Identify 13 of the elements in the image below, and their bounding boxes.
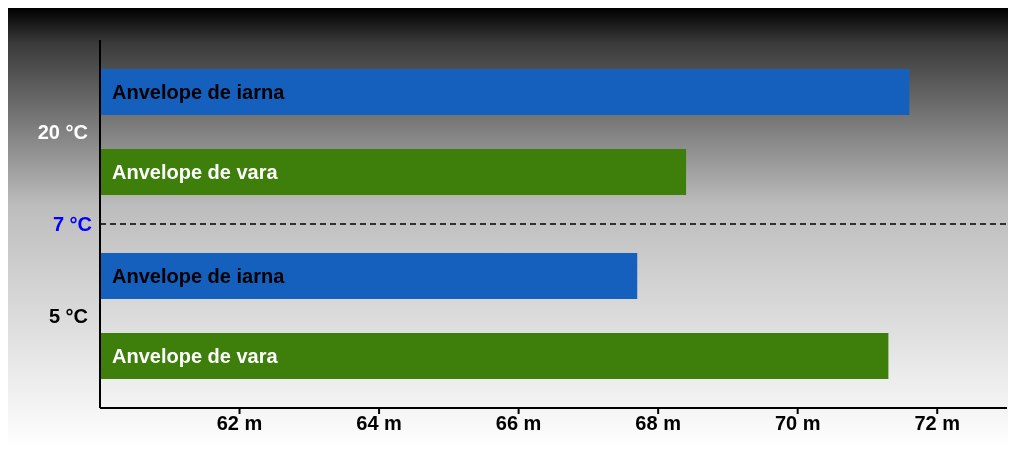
text: 7 °C xyxy=(52,213,92,235)
x-tick-label: 72 m xyxy=(914,412,961,435)
x-tick-label: 66 m xyxy=(495,412,542,435)
x-tick-label: 64 m xyxy=(356,412,402,435)
series-label: Anvelope de vara xyxy=(112,161,279,183)
series-label: Anvelope de iarna xyxy=(112,81,286,103)
x-tick-label: 62 m xyxy=(216,412,263,435)
y-tick-label: 5 °C xyxy=(48,305,88,327)
x-tick-label: 70 m xyxy=(774,412,821,435)
text: Anvelope de iarna xyxy=(112,265,285,287)
text: Anvelope de vara xyxy=(112,345,278,367)
x-tick-label: 68 m xyxy=(635,412,681,435)
y-tick-label: 20 °C xyxy=(37,121,88,143)
